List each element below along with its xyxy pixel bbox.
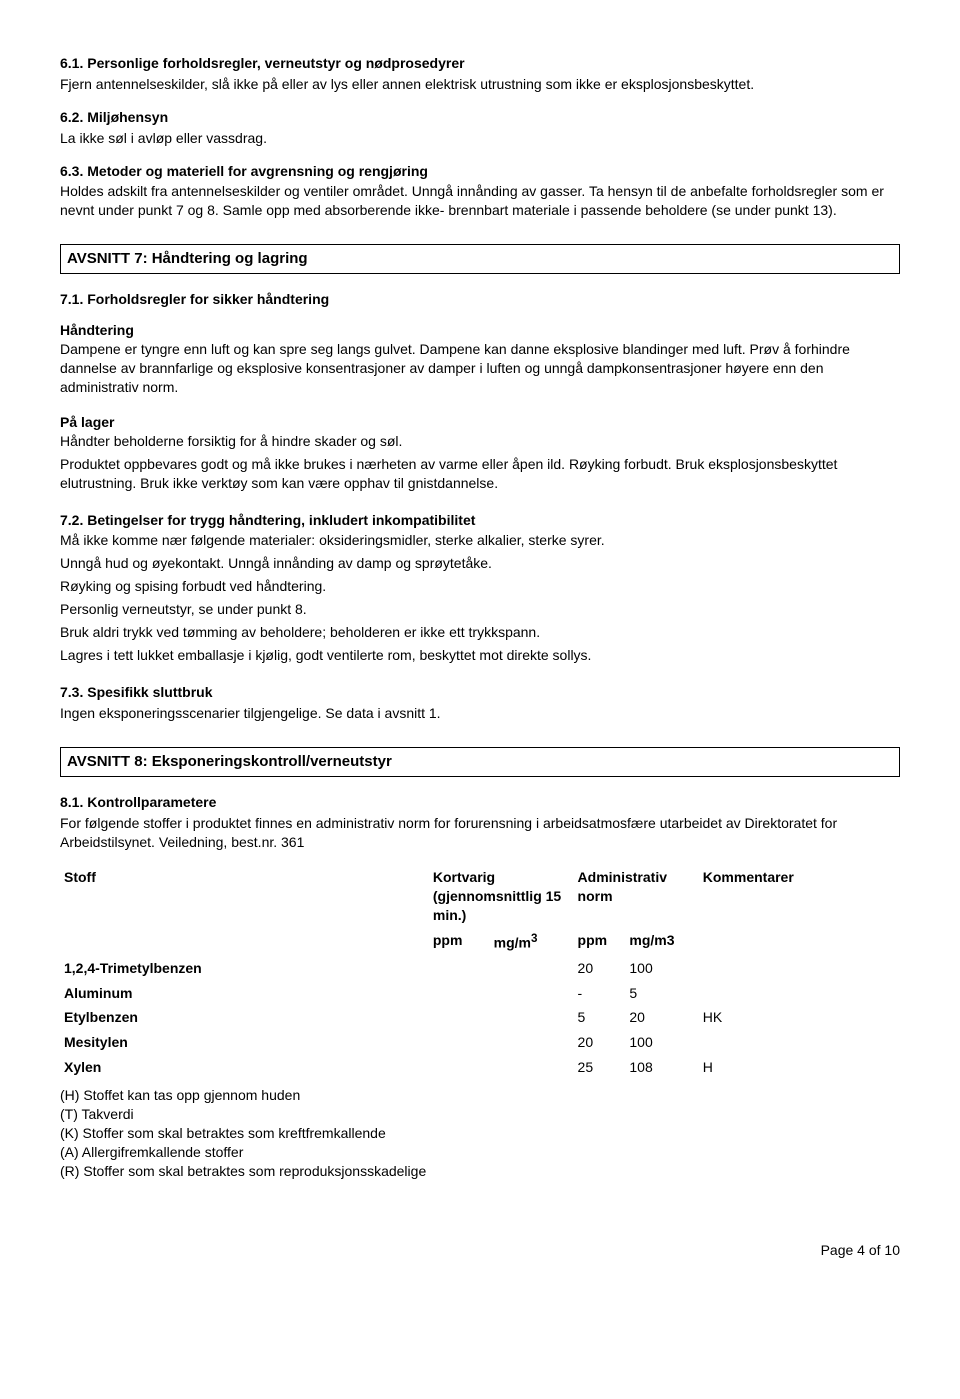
heading-7-3: 7.3. Spesifikk sluttbruk <box>60 683 900 702</box>
table-cell <box>429 1055 490 1080</box>
table-cell: 100 <box>625 1030 698 1055</box>
table-cell <box>490 1055 574 1080</box>
table-cell <box>699 981 900 1006</box>
p7-2-5: Bruk aldri trykk ved tømming av beholder… <box>60 623 900 642</box>
storage-p1: Håndter beholderne forsiktig for å hindr… <box>60 432 900 451</box>
legend-h: (H) Stoffet kan tas opp gjennom huden <box>60 1086 900 1105</box>
exposure-table: Stoff Kortvarig (gjennomsnittlig 15 min.… <box>60 865 900 1080</box>
table-cell <box>490 981 574 1006</box>
table-cell: 25 <box>574 1055 626 1080</box>
legend-r: (R) Stoffer som skal betraktes som repro… <box>60 1162 900 1181</box>
table-cell: Xylen <box>60 1055 429 1080</box>
p7-2-3: Røyking og spising forbudt ved håndterin… <box>60 577 900 596</box>
heading-8-1: 8.1. Kontrollparametere <box>60 793 900 812</box>
legend-t: (T) Takverdi <box>60 1105 900 1124</box>
table-cell <box>429 1030 490 1055</box>
section-8-header: AVSNITT 8: Eksponeringskontroll/verneuts… <box>60 747 900 777</box>
table-cell: HK <box>699 1005 900 1030</box>
th-kort: Kortvarig (gjennomsnittlig 15 min.) <box>429 865 574 928</box>
legend-a: (A) Allergifremkallende stoffer <box>60 1143 900 1162</box>
table-cell: 100 <box>625 956 698 981</box>
body-6-1: Fjern antennelseskilder, slå ikke på ell… <box>60 75 900 94</box>
table-row: 1,2,4-Trimetylbenzen 20100 <box>60 956 900 981</box>
table-cell: Aluminum <box>60 981 429 1006</box>
table-row: Mesitylen 20100 <box>60 1030 900 1055</box>
table-row: Aluminum -5 <box>60 981 900 1006</box>
table-cell <box>490 1005 574 1030</box>
body-6-3: Holdes adskilt fra antennelseskilder og … <box>60 182 900 220</box>
heading-storage: På lager <box>60 413 900 432</box>
table-cell: 5 <box>625 981 698 1006</box>
heading-6-2: 6.2. Miljøhensyn <box>60 108 900 127</box>
page-footer: Page 4 of 10 <box>60 1241 900 1260</box>
body-7-3: Ingen eksponeringsscenarier tilgjengelig… <box>60 704 900 723</box>
table-cell: 20 <box>574 1030 626 1055</box>
table-cell: 108 <box>625 1055 698 1080</box>
table-cell <box>699 956 900 981</box>
body-6-2: La ikke søl i avløp eller vassdrag. <box>60 129 900 148</box>
heading-7-1: 7.1. Forholdsregler for sikker håndterin… <box>60 290 900 309</box>
th-stoff: Stoff <box>60 865 429 955</box>
table-cell <box>490 1030 574 1055</box>
table-cell: 1,2,4-Trimetylbenzen <box>60 956 429 981</box>
heading-handling: Håndtering <box>60 321 900 340</box>
p7-2-4: Personlig verneutstyr, se under punkt 8. <box>60 600 900 619</box>
storage-p2: Produktet oppbevares godt og må ikke bru… <box>60 455 900 493</box>
table-row: Xylen 25108H <box>60 1055 900 1080</box>
table-cell: Etylbenzen <box>60 1005 429 1030</box>
table-cell: H <box>699 1055 900 1080</box>
heading-6-1: 6.1. Personlige forholdsregler, verneuts… <box>60 54 900 73</box>
table-cell <box>429 956 490 981</box>
legend-k: (K) Stoffer som skal betraktes som kreft… <box>60 1124 900 1143</box>
heading-7-2: 7.2. Betingelser for trygg håndtering, i… <box>60 511 900 530</box>
th-a-mgm3: mg/m3 <box>625 928 698 956</box>
table-cell: 5 <box>574 1005 626 1030</box>
heading-6-3: 6.3. Metoder og materiell for avgrensnin… <box>60 162 900 181</box>
p7-2-6: Lagres i tett lukket emballasje i kjølig… <box>60 646 900 665</box>
table-cell: 20 <box>625 1005 698 1030</box>
p7-2-1: Må ikke komme nær følgende materialer: o… <box>60 531 900 550</box>
table-cell: Mesitylen <box>60 1030 429 1055</box>
table-cell <box>429 981 490 1006</box>
p7-2-2: Unngå hud og øyekontakt. Unngå innånding… <box>60 554 900 573</box>
th-k-ppm: ppm <box>429 928 490 956</box>
th-a-ppm: ppm <box>574 928 626 956</box>
table-row: Etylbenzen 520HK <box>60 1005 900 1030</box>
table-cell <box>490 956 574 981</box>
body-8-1: For følgende stoffer i produktet finnes … <box>60 814 900 852</box>
table-cell <box>699 1030 900 1055</box>
table-cell <box>429 1005 490 1030</box>
body-handling: Dampene er tyngre enn luft og kan spre s… <box>60 340 900 397</box>
table-cell: - <box>574 981 626 1006</box>
legend: (H) Stoffet kan tas opp gjennom huden (T… <box>60 1086 900 1180</box>
th-adm: Administrativ norm <box>574 865 699 928</box>
section-7-header: AVSNITT 7: Håndtering og lagring <box>60 244 900 274</box>
table-cell: 20 <box>574 956 626 981</box>
th-kom: Kommentarer <box>699 865 900 955</box>
th-k-mgm3: mg/m3 <box>490 928 574 956</box>
